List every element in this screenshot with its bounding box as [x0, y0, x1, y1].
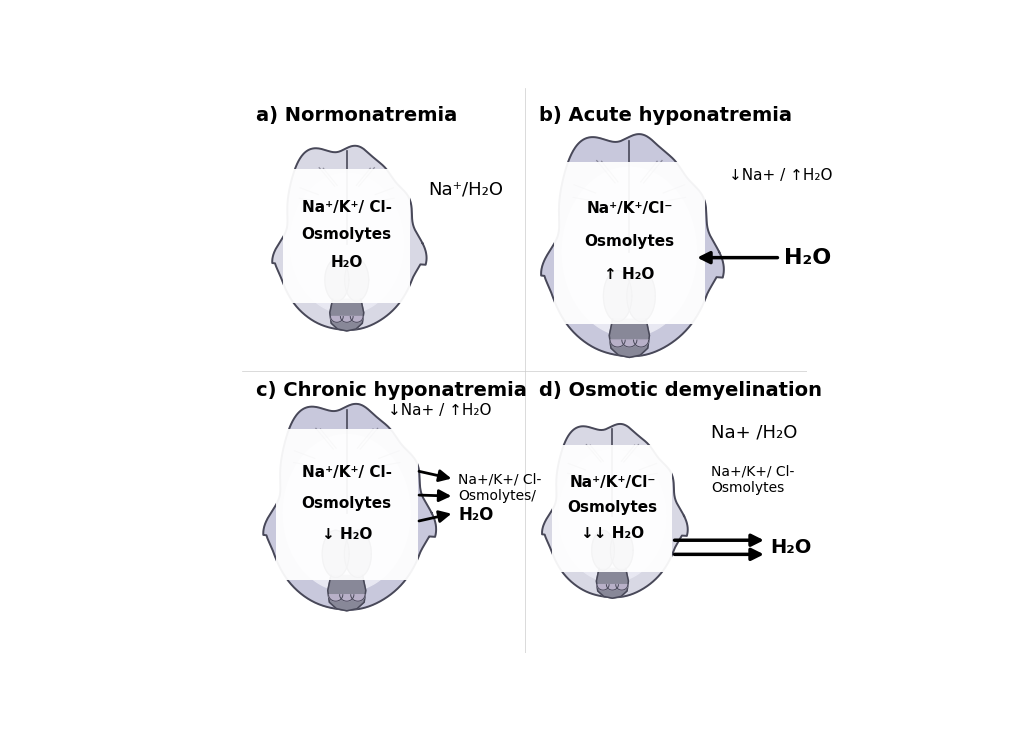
Polygon shape: [272, 146, 427, 330]
Text: H₂O: H₂O: [331, 255, 362, 269]
Polygon shape: [330, 299, 364, 331]
Polygon shape: [597, 585, 609, 590]
Text: Na⁺/K⁺/ Cl-: Na⁺/K⁺/ Cl-: [302, 465, 392, 480]
Text: Osmolytes: Osmolytes: [302, 496, 392, 511]
Polygon shape: [542, 424, 688, 597]
Text: ↓Na+ / ↑H₂O: ↓Na+ / ↑H₂O: [388, 403, 492, 418]
Text: Na+/K+/ Cl-: Na+/K+/ Cl-: [458, 472, 542, 486]
Text: ↓↓ H₂O: ↓↓ H₂O: [581, 526, 644, 541]
Polygon shape: [350, 316, 364, 322]
Polygon shape: [351, 595, 365, 601]
Text: H₂O: H₂O: [783, 247, 830, 268]
Text: ↓ H₂O: ↓ H₂O: [322, 526, 372, 542]
Polygon shape: [622, 340, 637, 347]
Text: H₂O: H₂O: [458, 506, 494, 524]
Polygon shape: [340, 595, 354, 601]
Polygon shape: [329, 595, 343, 601]
Polygon shape: [609, 319, 649, 357]
Polygon shape: [610, 531, 633, 570]
Text: Osmolytes/: Osmolytes/: [458, 489, 536, 503]
Text: c) Chronic hyponatremia: c) Chronic hyponatremia: [256, 381, 527, 400]
Polygon shape: [344, 530, 372, 578]
Polygon shape: [325, 259, 349, 301]
Text: Na⁺/K⁺/ Cl-: Na⁺/K⁺/ Cl-: [302, 200, 392, 215]
Text: ↓Na+ / ↑H₂O: ↓Na+ / ↑H₂O: [729, 168, 833, 184]
Text: Osmolytes: Osmolytes: [712, 481, 784, 495]
Text: Na⁺/H₂O: Na⁺/H₂O: [429, 181, 504, 199]
Polygon shape: [323, 530, 349, 578]
Polygon shape: [541, 134, 724, 356]
Bar: [552, 446, 673, 572]
Text: Osmolytes: Osmolytes: [302, 228, 392, 242]
Polygon shape: [331, 316, 343, 322]
Polygon shape: [328, 575, 366, 611]
Polygon shape: [606, 585, 618, 590]
Bar: [275, 429, 418, 580]
Text: Osmolytes: Osmolytes: [567, 501, 657, 515]
Text: Na⁺/K⁺/Cl⁻: Na⁺/K⁺/Cl⁻: [586, 201, 673, 216]
Polygon shape: [290, 173, 403, 313]
Text: Na+/K+/ Cl-: Na+/K+/ Cl-: [712, 465, 795, 479]
Bar: [554, 161, 705, 324]
Text: b) Acute hyponatremia: b) Acute hyponatremia: [539, 106, 792, 126]
Polygon shape: [596, 568, 629, 598]
Text: ↑ H₂O: ↑ H₂O: [604, 267, 654, 282]
Polygon shape: [627, 271, 655, 321]
Polygon shape: [592, 531, 614, 570]
Bar: [284, 169, 411, 303]
Polygon shape: [562, 167, 696, 337]
Polygon shape: [340, 316, 353, 322]
Text: Na⁺/K⁺/Cl⁻: Na⁺/K⁺/Cl⁻: [569, 474, 655, 490]
Text: H₂O: H₂O: [771, 538, 812, 557]
Text: Osmolytes: Osmolytes: [585, 234, 675, 249]
Polygon shape: [610, 340, 626, 347]
Polygon shape: [603, 271, 632, 321]
Text: d) Osmotic demyelination: d) Osmotic demyelination: [539, 381, 822, 400]
Polygon shape: [284, 435, 410, 592]
Polygon shape: [559, 450, 666, 582]
Polygon shape: [345, 259, 369, 301]
Text: Na+ /H₂O: Na+ /H₂O: [712, 424, 798, 442]
Text: a) Normonatremia: a) Normonatremia: [256, 106, 458, 126]
Polygon shape: [634, 340, 648, 347]
Polygon shape: [615, 585, 628, 590]
Polygon shape: [263, 404, 436, 610]
